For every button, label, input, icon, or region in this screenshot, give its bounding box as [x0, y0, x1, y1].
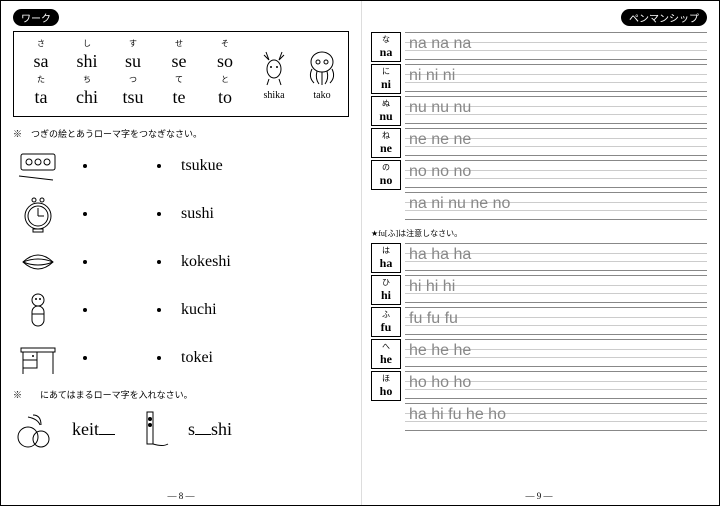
- match-word: kuchi: [181, 301, 217, 319]
- instruction-2: ※ にあてはまるローマ字を入れなさい。: [13, 388, 349, 401]
- write-line: he he he: [405, 339, 707, 367]
- kana-box: のno: [371, 160, 401, 190]
- kana-box: ひhi: [371, 275, 401, 305]
- write-line: ho ho ho: [405, 371, 707, 399]
- kana-box: ふfu: [371, 307, 401, 337]
- match-word: sushi: [181, 205, 214, 223]
- kana-box: なna: [371, 32, 401, 62]
- write-line: hi hi hi: [405, 275, 707, 303]
- practice-row: ひhihi hi hi: [371, 275, 707, 305]
- shika-image: shika: [254, 47, 294, 101]
- kana-box: ぬnu: [371, 96, 401, 126]
- syllable-chart: さしすせそ sashisuseso たちつてと tachitsuteto shi…: [13, 31, 349, 117]
- kana-box: へhe: [371, 339, 401, 369]
- practice-row: のnono no no: [371, 160, 707, 190]
- match-image: [13, 194, 63, 234]
- match-row: sushi: [13, 194, 349, 234]
- tako-image: tako: [302, 47, 342, 101]
- kana-box: はha: [371, 243, 401, 273]
- practice-row: ふfufu fu fu: [371, 307, 707, 337]
- practice-row: なnana na na: [371, 32, 707, 62]
- left-tab: ワーク: [13, 9, 59, 26]
- sashi-image: [129, 407, 174, 452]
- kana-box: ねne: [371, 128, 401, 158]
- write-line: ha ha ha: [405, 243, 707, 271]
- review-1: na ni nu ne no: [409, 195, 510, 213]
- page-num-right: — 9 —: [526, 491, 553, 501]
- match-row: kuchi: [13, 290, 349, 330]
- match-image: [13, 242, 63, 282]
- right-tab: ペンマンシップ: [621, 9, 707, 26]
- page-num-left: — 8 —: [168, 491, 195, 501]
- instruction-1: ※ つぎの絵とあうローマ字をつなぎなさい。: [13, 127, 349, 140]
- write-line: no no no: [405, 160, 707, 188]
- kana-box: にni: [371, 64, 401, 94]
- write-line: nu nu nu: [405, 96, 707, 124]
- practice-row: ぬnunu nu nu: [371, 96, 707, 126]
- practice-row: にnini ni ni: [371, 64, 707, 94]
- practice-row: はhaha ha ha: [371, 243, 707, 273]
- match-row: tokei: [13, 338, 349, 378]
- match-row: kokeshi: [13, 242, 349, 282]
- practice-row: ほhoho ho ho: [371, 371, 707, 401]
- write-line: ni ni ni: [405, 64, 707, 92]
- fill-1: keit: [72, 419, 115, 440]
- keito-image: [13, 407, 58, 452]
- write-line: ne ne ne: [405, 128, 707, 156]
- practice-row: へhehe he he: [371, 339, 707, 369]
- match-row: tsukue: [13, 146, 349, 186]
- match-image: [13, 146, 63, 186]
- write-line: fu fu fu: [405, 307, 707, 335]
- match-word: tsukue: [181, 157, 223, 175]
- match-image: [13, 290, 63, 330]
- note: ★fu[ふ]は注意しなさい。: [371, 228, 707, 239]
- match-word: kokeshi: [181, 253, 231, 271]
- fill-2: sshi: [188, 419, 232, 440]
- write-line: na na na: [405, 32, 707, 60]
- match-image: [13, 338, 63, 378]
- match-word: tokei: [181, 349, 213, 367]
- practice-row: ねnene ne ne: [371, 128, 707, 158]
- kana-box: ほho: [371, 371, 401, 401]
- review-2: ha hi fu he ho: [409, 406, 506, 424]
